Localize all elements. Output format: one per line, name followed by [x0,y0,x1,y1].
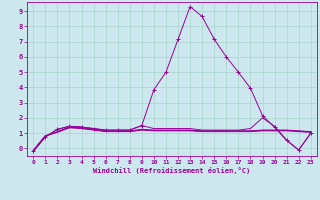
X-axis label: Windchill (Refroidissement éolien,°C): Windchill (Refroidissement éolien,°C) [93,167,251,174]
